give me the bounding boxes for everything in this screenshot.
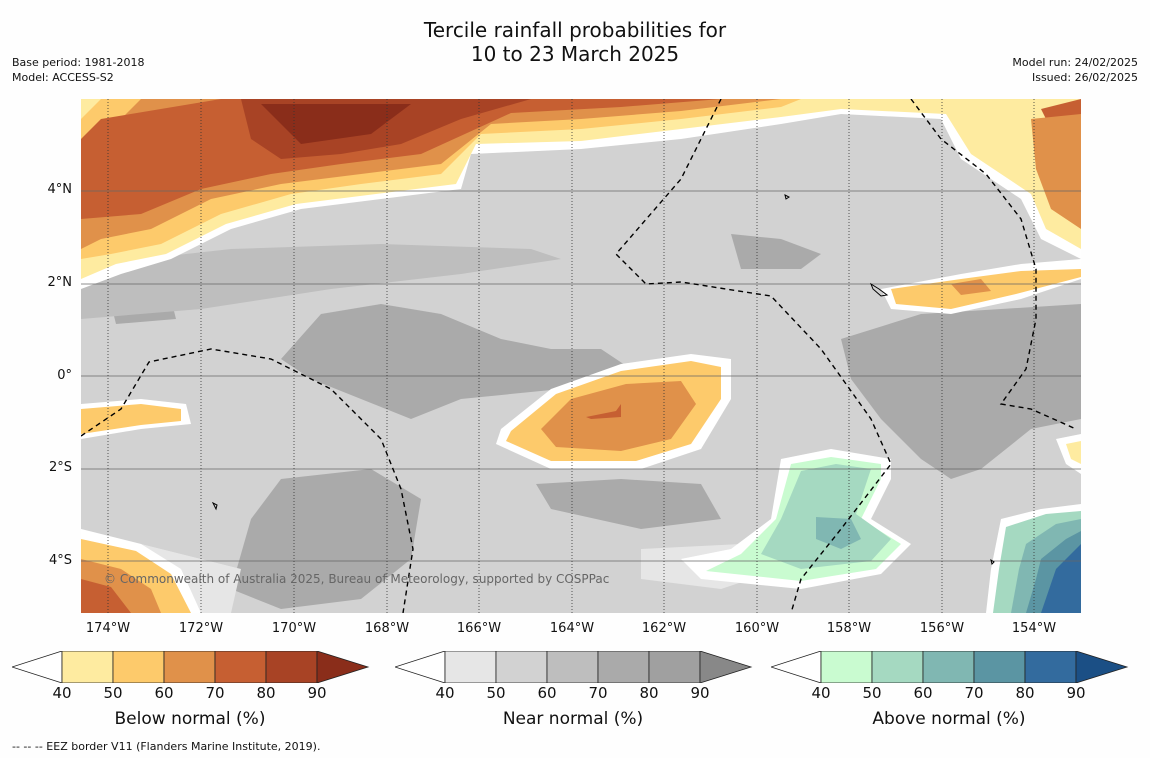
probability-map (81, 99, 1081, 613)
colorbar-segment (495, 650, 548, 684)
lon-label-156w: 156°W (919, 621, 965, 636)
grey-patch-center (281, 304, 631, 419)
map-title: Tercile rainfall probabilities for 10 to… (0, 18, 1150, 66)
colorbar-segment (597, 650, 650, 684)
colorbar-below-tick: 90 (307, 684, 327, 702)
grey-patch-southwest (231, 469, 421, 609)
colorbar-near-tick: 80 (639, 684, 659, 702)
colorbar-below-tick: 40 (52, 684, 72, 702)
colorbar-segment (1024, 650, 1077, 684)
colorbar-above-tick: 90 (1066, 684, 1086, 702)
lon-label-174w: 174°W (85, 621, 131, 636)
islands (211, 194, 995, 565)
colorbar-above-title: Above normal (%) (872, 709, 1026, 729)
colorbar-near-tick: 60 (537, 684, 557, 702)
colorbar-segment (214, 650, 267, 684)
colorbar-segment (769, 650, 822, 684)
colorbar-near-scale (393, 650, 753, 684)
colorbar-below-tick: 80 (256, 684, 276, 702)
lon-label-162w: 162°W (641, 621, 687, 636)
lat-label-4s: 4°S (48, 553, 72, 568)
below-60-west (81, 404, 181, 434)
colorbar-near-tick: 90 (690, 684, 710, 702)
colorbar-below-scale (10, 650, 370, 684)
colorbar-above-scale (769, 650, 1129, 684)
lon-label-170w: 170°W (271, 621, 317, 636)
lon-label-160w: 160°W (734, 621, 780, 636)
lon-label-158w: 158°W (826, 621, 872, 636)
colorbar-segment (444, 650, 497, 684)
colorbar-segment (648, 650, 701, 684)
colorbar-above (769, 650, 1129, 687)
colorbar-segment (973, 650, 1026, 684)
colorbar-near-tick: 40 (435, 684, 455, 702)
lon-label-164w: 164°W (549, 621, 595, 636)
below-50-east-south (1066, 441, 1081, 464)
map-area (81, 99, 1081, 613)
colorbar-segment (922, 650, 975, 684)
colorbar-segment (112, 650, 165, 684)
colorbar-below-tick: 60 (154, 684, 174, 702)
colorbar-near-tick: 70 (588, 684, 608, 702)
below-80-central (586, 404, 621, 419)
base-period: Base period: 1981-2018 (12, 56, 145, 69)
below-70-east (951, 279, 991, 295)
colorbar-segment (61, 650, 114, 684)
colorbar-segment (546, 650, 599, 684)
colorbar-segment (699, 650, 753, 684)
colorbar-below (10, 650, 370, 687)
lon-label-154w: 154°W (1011, 621, 1057, 636)
grey-patch-north (731, 234, 821, 269)
below-80-southwest (81, 579, 131, 613)
copyright-notice: © Commonwealth of Australia 2025, Bureau… (104, 572, 610, 586)
colorbar-segment (163, 650, 216, 684)
colorbar-segment (393, 650, 446, 684)
below-80-north (81, 99, 721, 219)
colorbar-above-tick: 60 (913, 684, 933, 702)
colorbar-below-tick: 50 (103, 684, 123, 702)
colorbar-below-title: Below normal (%) (114, 709, 266, 729)
colorbar-above-tick: 70 (964, 684, 984, 702)
colorbar-above-tick: 80 (1015, 684, 1035, 702)
issued-date: Issued: 26/02/2025 (1031, 71, 1138, 84)
lat-label-2s: 2°S (48, 460, 72, 475)
colorbar-segment (820, 650, 873, 684)
colorbar-segment (265, 650, 318, 684)
title-line-1: Tercile rainfall probabilities for (423, 18, 727, 42)
grey-patch-east (841, 304, 1081, 479)
colorbar-segment (1075, 650, 1129, 684)
model-run: Model run: 24/02/2025 (1012, 56, 1138, 69)
colorbar-below-tick: 70 (205, 684, 225, 702)
colorbar-near-tick: 50 (486, 684, 506, 702)
lon-label-168w: 168°W (364, 621, 410, 636)
lon-label-172w: 172°W (178, 621, 224, 636)
eez-borders (81, 99, 1077, 613)
colorbar-near (393, 650, 753, 687)
lat-label-4n: 4°N (47, 182, 73, 197)
grey-patch-south-center (536, 479, 721, 529)
colorbar-above-tick: 50 (862, 684, 882, 702)
lat-label-2n: 2°N (47, 275, 73, 290)
colorbar-segment (871, 650, 924, 684)
colorbar-segment (316, 650, 370, 684)
below-70-northeast (1031, 114, 1081, 229)
meta-right: Model run: 24/02/2025 Issued: 26/02/2025 (1012, 55, 1138, 85)
title-line-2: 10 to 23 March 2025 (470, 42, 680, 66)
above-60-south (761, 464, 891, 569)
colorbar-segment (10, 650, 63, 684)
model-name: Model: ACCESS-S2 (12, 71, 114, 84)
colorbar-near-title: Near normal (%) (502, 709, 644, 729)
colorbar-above-tick: 40 (811, 684, 831, 702)
eez-footnote: -- -- -- EEZ border V11 (Flanders Marine… (12, 740, 321, 753)
meta-left: Base period: 1981-2018 Model: ACCESS-S2 (12, 55, 144, 85)
below-max-north (261, 104, 411, 144)
lon-label-166w: 166°W (456, 621, 502, 636)
lat-gridlines (81, 190, 1081, 562)
lat-label-0: 0° (57, 368, 72, 383)
